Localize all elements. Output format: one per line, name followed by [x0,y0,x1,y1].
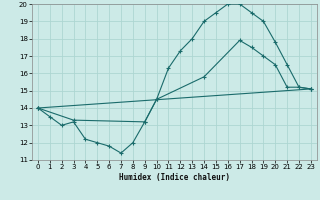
X-axis label: Humidex (Indice chaleur): Humidex (Indice chaleur) [119,173,230,182]
